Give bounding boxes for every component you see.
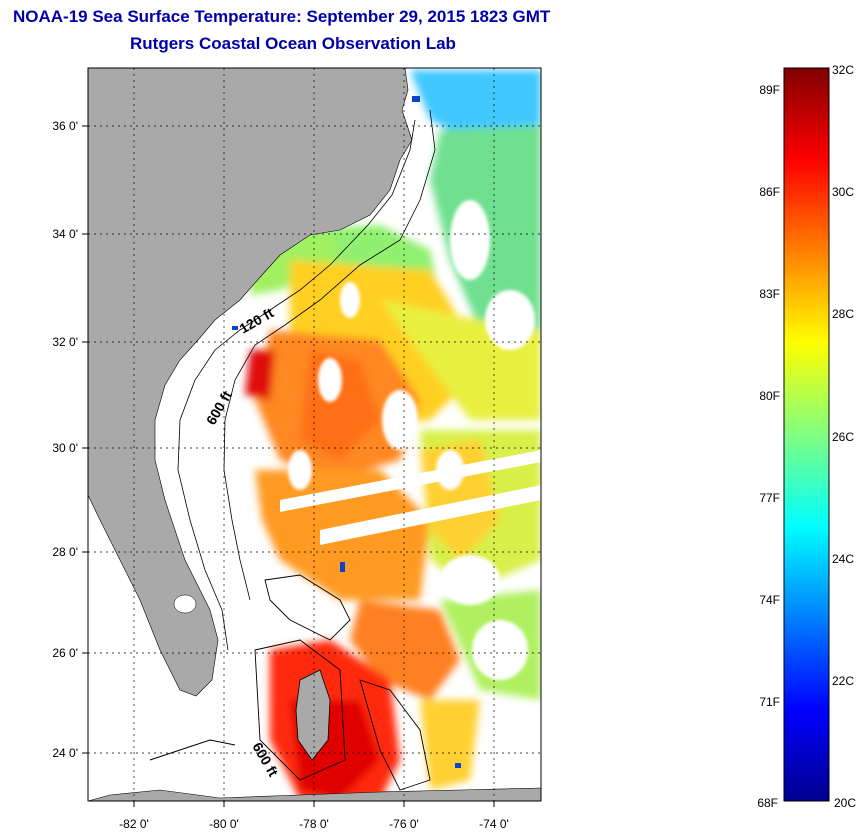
lat-label: 24 0' [52, 746, 78, 760]
colorbar-f-label: 77F [759, 491, 780, 505]
lon-label: -74 0' [479, 817, 509, 831]
lon-label: -82 0' [119, 817, 149, 831]
andros-island [295, 669, 331, 761]
colorbar-f-label: 68F [757, 796, 778, 810]
colorbar-f-label: 71F [759, 695, 780, 709]
lat-label: 32 0' [52, 335, 78, 349]
graticule [88, 68, 541, 801]
colorbar-f-label: 74F [759, 593, 780, 607]
lat-label: 30 0' [52, 441, 78, 455]
lat-label: 34 0' [52, 227, 78, 241]
colorbar-f-label: 86F [759, 185, 780, 199]
tick-marks [82, 125, 495, 807]
colorbar-f-label: 83F [759, 287, 780, 301]
map-area [88, 68, 541, 801]
lat-label: 28 0' [52, 545, 78, 559]
cuba-coast [88, 787, 541, 801]
lon-label: -78 0' [299, 817, 329, 831]
lon-label: -76 0' [389, 817, 419, 831]
colorbar-f-label: 89F [759, 83, 780, 97]
contour-600ft [223, 109, 436, 601]
colorbar-c-label: 32C [832, 63, 854, 77]
colorbar-c-label: 20C [834, 796, 856, 810]
bahamas-banks [254, 574, 431, 791]
lake-okeechobee [173, 594, 197, 614]
colorbar-c-label: 26C [832, 430, 854, 444]
title-line-2: Rutgers Coastal Ocean Observation Lab [130, 34, 456, 53]
cold-spots [232, 96, 461, 768]
lon-label: -80 0' [209, 817, 239, 831]
colorbar-f-label: 80F [759, 389, 780, 403]
land-us-coast [88, 68, 413, 697]
colorbar-c-label: 22C [832, 674, 854, 688]
colorbar: 32C 30C 28C 26C 24C 22C 20C 89F 86F 83F … [757, 63, 856, 810]
lat-label: 26 0' [52, 646, 78, 660]
colorbar-gradient [783, 67, 830, 802]
title-line-1: NOAA-19 Sea Surface Temperature: Septemb… [13, 7, 551, 26]
florida-keys [149, 739, 236, 761]
colorbar-c-label: 28C [832, 307, 854, 321]
lat-label: 36 0' [52, 119, 78, 133]
swath-gaps [280, 450, 541, 545]
cloud-mask [288, 200, 540, 800]
contour-120ft [177, 119, 416, 651]
colorbar-c-label: 24C [832, 552, 854, 566]
colorbar-c-label: 30C [832, 185, 854, 199]
